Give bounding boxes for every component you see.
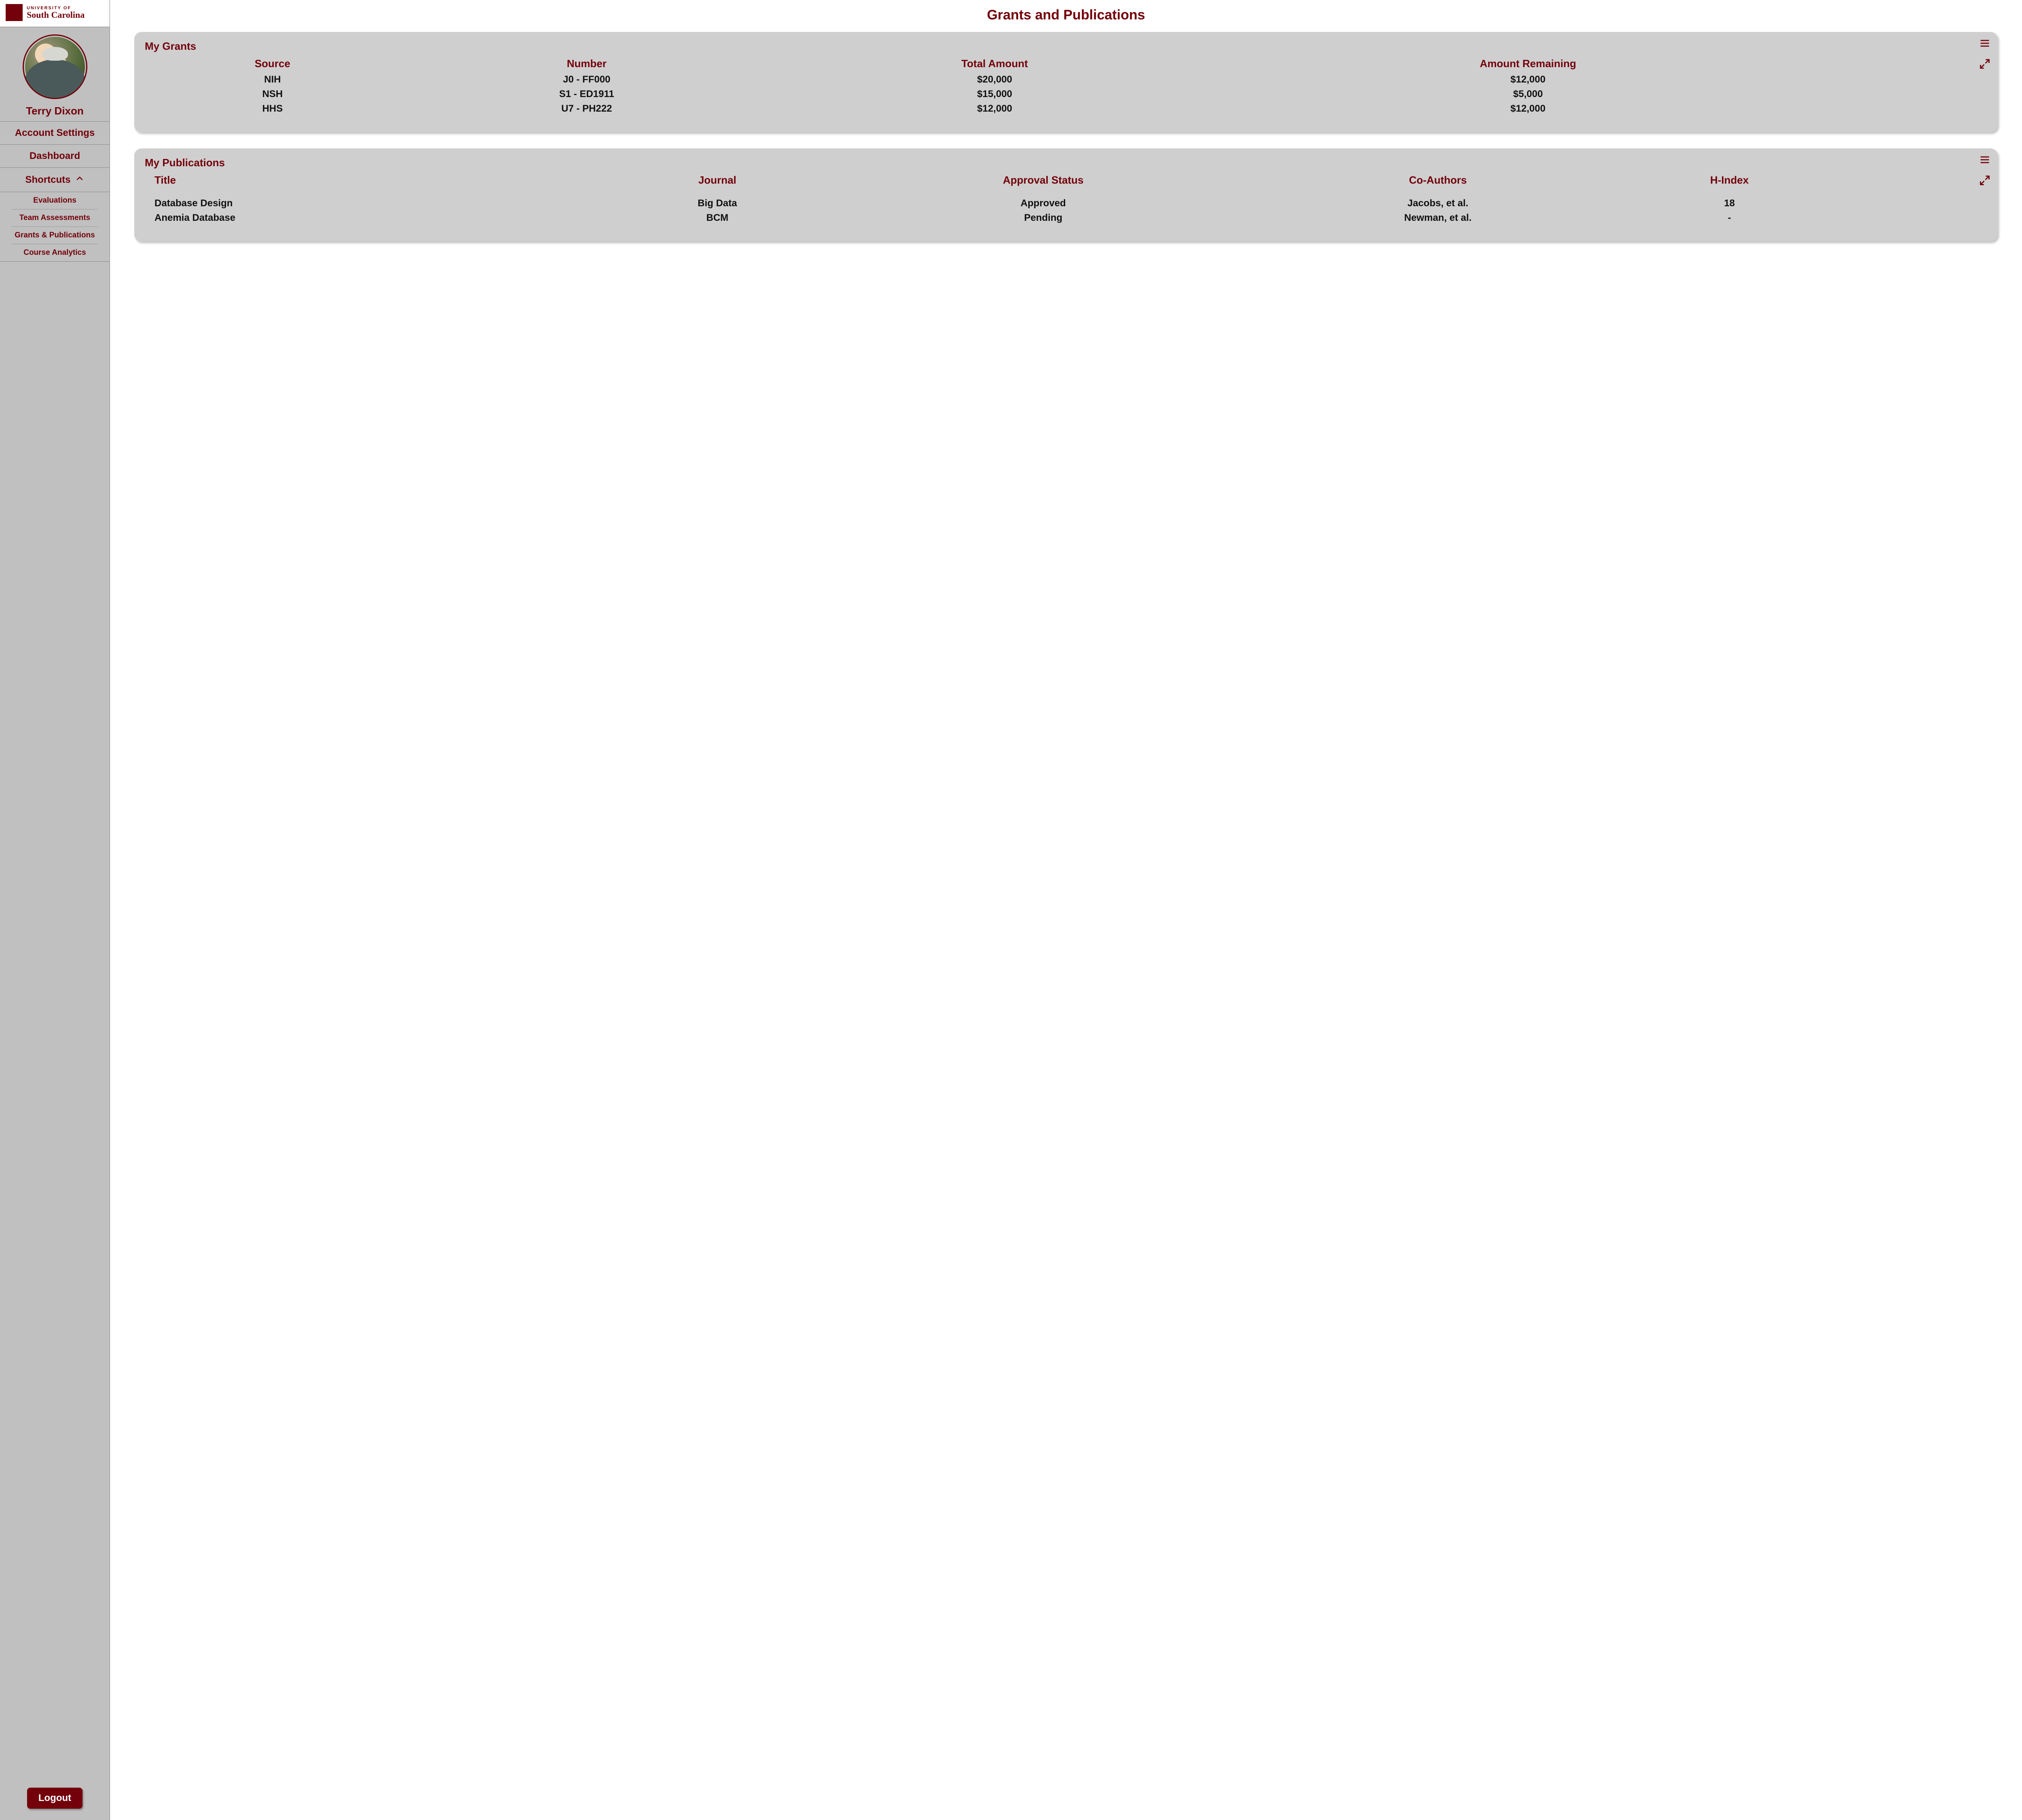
menu-icon[interactable] (1979, 38, 1990, 51)
table-row[interactable]: Database Design Big Data Approved Jacobs… (145, 196, 1840, 211)
cell-number: J0 - FF000 (400, 72, 773, 87)
publications-card: My Publications Title Journal Approval S… (134, 148, 1998, 241)
logout-button[interactable]: Logout (27, 1788, 82, 1809)
cell-remaining: $5,000 (1216, 87, 1840, 102)
cell-source: HHS (145, 102, 400, 116)
col-remaining: Amount Remaining (1216, 55, 1840, 72)
brand-header: UNIVERSITY OF South Carolina (0, 0, 110, 27)
profile-block: Terry Dixon (0, 27, 110, 122)
menu-icon[interactable] (1979, 154, 1990, 167)
nav-account-settings[interactable]: Account Settings (0, 122, 110, 145)
avatar[interactable] (23, 34, 87, 99)
nav-dashboard[interactable]: Dashboard (0, 145, 110, 168)
page-title: Grants and Publications (122, 7, 2010, 23)
cell-total: $20,000 (773, 72, 1216, 87)
sub-team-assessments[interactable]: Team Assessments (11, 210, 98, 227)
cell-journal: Big Data (605, 196, 830, 211)
sub-evaluations[interactable]: Evaluations (11, 192, 98, 210)
sub-course-analytics[interactable]: Course Analytics (11, 244, 98, 261)
publications-header-row: Title Journal Approval Status Co-Authors… (145, 171, 1840, 189)
table-row[interactable]: NSH S1 - ED1911 $15,000 $5,000 (145, 87, 1840, 102)
col-hindex: H-Index (1619, 171, 1840, 189)
col-number: Number (400, 55, 773, 72)
cell-journal: BCM (605, 211, 830, 225)
cell-title: Anemia Database (145, 211, 605, 225)
expand-icon[interactable] (1979, 175, 1990, 188)
cell-status: Approved (830, 196, 1257, 211)
brand-logo-icon (6, 4, 23, 21)
cell-number: S1 - ED1911 (400, 87, 773, 102)
cell-total: $12,000 (773, 102, 1216, 116)
grants-card: My Grants Source Number Total Amount Amo… (134, 32, 1998, 132)
expand-icon[interactable] (1979, 58, 1990, 72)
cell-source: NSH (145, 87, 400, 102)
cell-status: Pending (830, 211, 1257, 225)
table-row[interactable]: NIH J0 - FF000 $20,000 $12,000 (145, 72, 1840, 87)
cell-source: NIH (145, 72, 400, 87)
sidebar: UNIVERSITY OF South Carolina Terry Dixon… (0, 0, 110, 1820)
cell-remaining: $12,000 (1216, 72, 1840, 87)
grants-card-title: My Grants (145, 40, 1987, 53)
profile-name: Terry Dixon (26, 105, 84, 117)
table-row[interactable]: HHS U7 - PH222 $12,000 $12,000 (145, 102, 1840, 116)
cell-hindex: 18 (1619, 196, 1840, 211)
cell-remaining: $12,000 (1216, 102, 1840, 116)
cell-title: Database Design (145, 196, 605, 211)
publications-table: Title Journal Approval Status Co-Authors… (145, 171, 1840, 225)
table-row[interactable]: Anemia Database BCM Pending Newman, et a… (145, 211, 1840, 225)
cell-number: U7 - PH222 (400, 102, 773, 116)
cell-coauthors: Jacobs, et al. (1257, 196, 1619, 211)
grants-table: Source Number Total Amount Amount Remain… (145, 55, 1840, 116)
cell-hindex: - (1619, 211, 1840, 225)
col-total: Total Amount (773, 55, 1216, 72)
publications-card-title: My Publications (145, 157, 1987, 169)
cell-coauthors: Newman, et al. (1257, 211, 1619, 225)
chevron-up-icon (75, 174, 85, 186)
col-coauthors: Co-Authors (1257, 171, 1619, 189)
col-title: Title (145, 171, 605, 189)
brand-text: UNIVERSITY OF South Carolina (27, 6, 85, 19)
grants-header-row: Source Number Total Amount Amount Remain… (145, 55, 1840, 72)
shortcuts-submenu: Evaluations Team Assessments Grants & Pu… (0, 192, 110, 262)
sub-grants-publications[interactable]: Grants & Publications (11, 227, 98, 244)
col-source: Source (145, 55, 400, 72)
col-status: Approval Status (830, 171, 1257, 189)
nav-shortcuts-label: Shortcuts (25, 174, 70, 186)
brand-line2: South Carolina (27, 11, 85, 19)
col-journal: Journal (605, 171, 830, 189)
main-content: Grants and Publications My Grants Source… (110, 0, 2022, 1820)
nav-shortcuts[interactable]: Shortcuts (0, 168, 110, 192)
cell-total: $15,000 (773, 87, 1216, 102)
